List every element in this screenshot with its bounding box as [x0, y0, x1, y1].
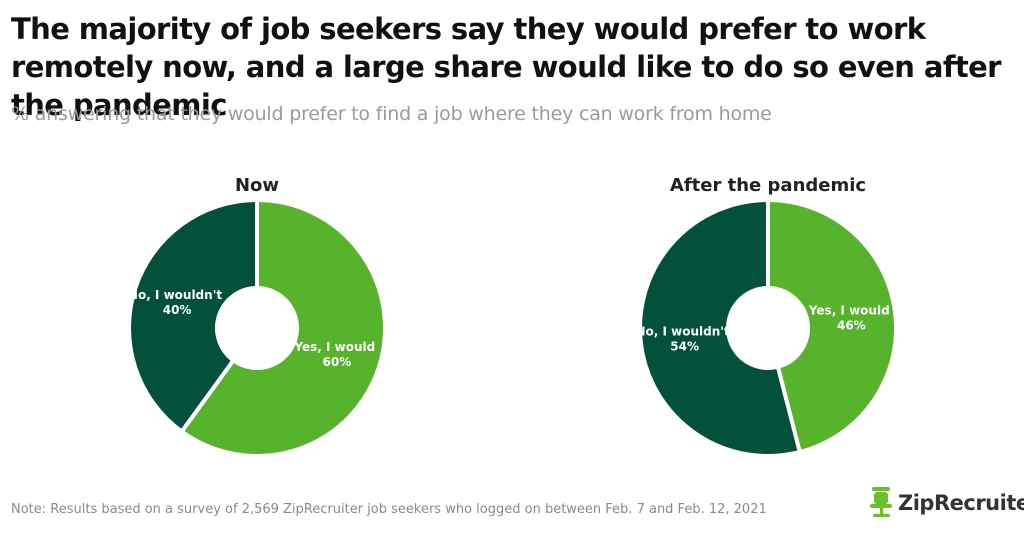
chart-subtitle: % answering that they would prefer to fi…: [11, 103, 772, 125]
slice-name-yes-now: Yes, I would: [293, 340, 375, 354]
slice-label-no-now: No, I wouldn't 40%: [128, 288, 226, 317]
slice-yes-now: [179, 198, 387, 458]
slice-label-yes-after: Yes, I would 46%: [808, 303, 894, 332]
slice-yes-after: [766, 198, 898, 454]
slice-value-no-after: 54%: [670, 340, 699, 354]
logo-text: ZipRecruiter®: [898, 491, 1024, 515]
chart-title: The majority of job seekers say they wou…: [11, 12, 1001, 122]
logo-wordmark: ZipRecruiter: [898, 491, 1024, 515]
slice-name-yes-after: Yes, I would: [808, 303, 890, 317]
ziprecruiter-logo: ZipRecruiter®: [868, 486, 1024, 520]
slice-name-no-now: No, I wouldn't: [128, 288, 222, 302]
slice-value-yes-now: 60%: [323, 355, 352, 369]
slice-no-now: [127, 198, 259, 434]
footnote: Note: Results based on a survey of 2,569…: [11, 502, 767, 517]
donut-chart-now: Now No, I wouldn't 40% Yes, I would 60%: [127, 175, 387, 458]
slice-value-no-now: 40%: [163, 303, 192, 317]
slice-label-yes-now: Yes, I would 60%: [293, 340, 379, 369]
donut-chart-after-pandemic: After the pandemic No, I wouldn't 54% Ye…: [635, 175, 898, 458]
slice-label-no-after: No, I wouldn't 54%: [635, 325, 733, 354]
slice-value-yes-after: 46%: [837, 318, 866, 332]
slice-name-no-after: No, I wouldn't: [635, 325, 729, 339]
slice-no-after: [638, 198, 802, 458]
chair-icon: [870, 487, 892, 517]
donut-title-after-pandemic: After the pandemic: [670, 175, 866, 196]
donut-title-now: Now: [235, 175, 279, 196]
